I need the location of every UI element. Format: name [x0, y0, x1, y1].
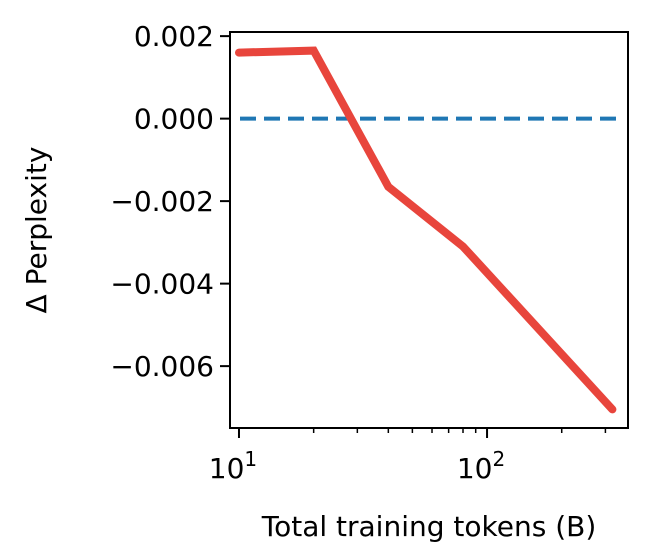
- x-tick-label: 102: [457, 447, 505, 485]
- y-tick-label: −0.004: [110, 268, 214, 301]
- data-point: [238, 52, 240, 54]
- series-line-0: [235, 46, 617, 414]
- y-axis: 0.002 0.000 −0.002 −0.004 −0.006: [110, 20, 230, 383]
- y-tick-label: 0.000: [134, 103, 214, 136]
- data-point: [313, 50, 315, 52]
- x-axis: 101 102: [209, 428, 607, 485]
- data-point: [611, 408, 613, 410]
- data-point: [462, 246, 464, 247]
- x-axis-label: Total training tokens (B): [261, 510, 597, 543]
- y-axis-label: Δ Perplexity: [20, 147, 53, 314]
- data-point: [387, 186, 389, 188]
- x-tick-label: 101: [209, 447, 257, 485]
- y-tick-label: −0.006: [110, 350, 214, 383]
- axes-frame: [229, 31, 629, 429]
- y-tick-label: −0.002: [110, 185, 214, 218]
- y-tick-label: 0.002: [134, 20, 214, 53]
- plot-area: [235, 46, 620, 414]
